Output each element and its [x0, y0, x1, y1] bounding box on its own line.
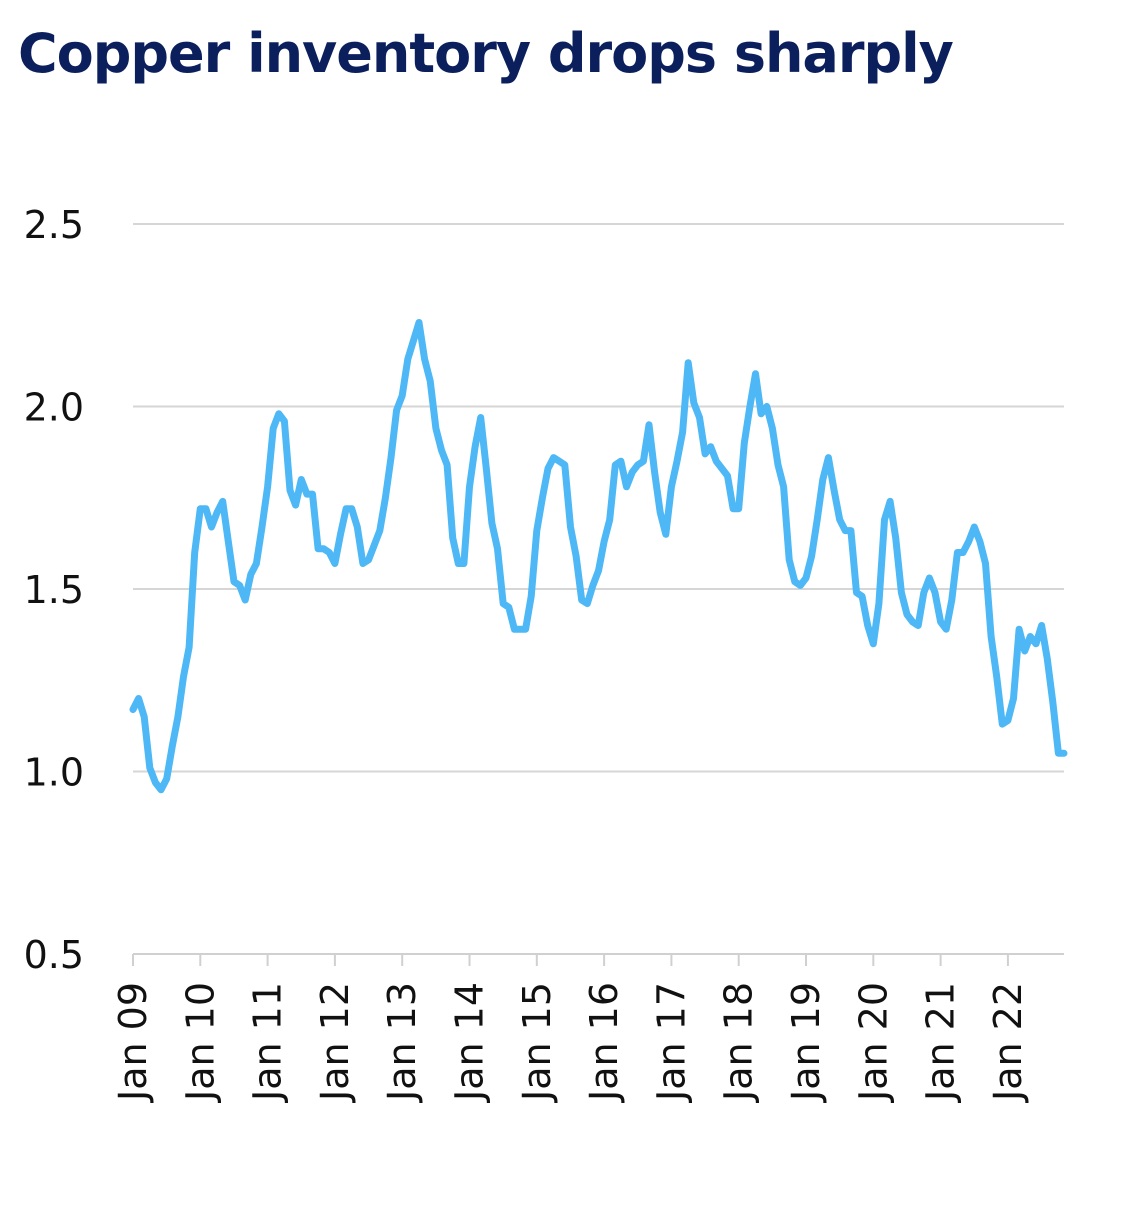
x-tick-label: Jan 15 — [515, 982, 559, 1103]
x-axis — [132, 953, 1064, 966]
x-tick-label: Jan 09 — [111, 982, 155, 1103]
y-tick-label: 1.5 — [24, 568, 84, 612]
series-layer — [129, 319, 1068, 794]
x-axis-labels: Jan 09 Jan 10 Jan 11 Jan 12 Jan 13 Jan 14 Jan … — [111, 982, 1030, 1103]
x-tick-label: Jan 17 — [649, 982, 693, 1103]
x-tick-label: Jan 13 — [380, 982, 424, 1103]
x-tick-label: Jan 20 — [851, 982, 895, 1103]
x-tick-label: Jan 12 — [313, 982, 357, 1103]
x-tick-label: Jan 22 — [986, 982, 1030, 1103]
x-tick-label: Jan 19 — [784, 982, 828, 1103]
series-line-copper-inventory — [129, 319, 1068, 794]
chart-title: Copper inventory drops sharply — [18, 22, 954, 85]
gridlines — [133, 223, 1064, 773]
y-tick-label: 0.5 — [24, 933, 84, 977]
x-tick-label: Jan 18 — [717, 982, 761, 1103]
y-tick-label: 2.0 — [24, 386, 84, 430]
y-axis-labels: 0.5 1.0 1.5 2.0 2.5 — [24, 203, 84, 977]
x-tick-label: Jan 14 — [448, 982, 492, 1103]
x-tick-label: Jan 16 — [582, 982, 626, 1103]
x-tick-label: Jan 10 — [178, 982, 222, 1103]
x-tick-label: Jan 21 — [919, 982, 963, 1103]
y-tick-label: 1.0 — [24, 751, 84, 795]
y-tick-label: 2.5 — [24, 203, 84, 247]
x-tick-label: Jan 11 — [246, 982, 290, 1103]
